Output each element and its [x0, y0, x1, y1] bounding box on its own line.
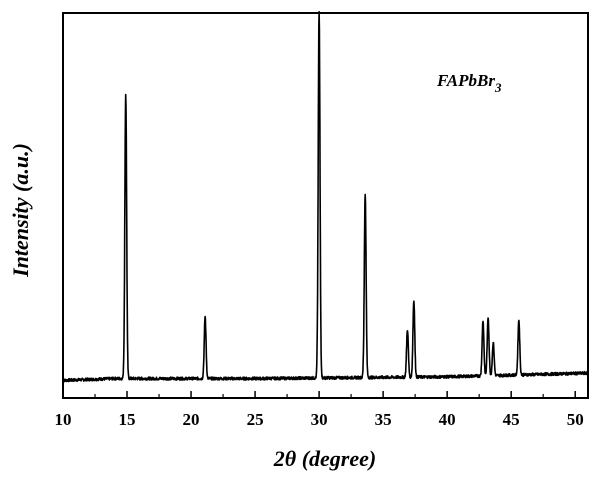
x-tick-label-20: 20 [183, 410, 200, 429]
annotation-label: FAPbBr3 [436, 71, 502, 95]
x-tick-label-50: 50 [567, 410, 584, 429]
x-tick-label-35: 35 [375, 410, 392, 429]
x-tick-labels: 10 15 20 25 30 35 40 45 50 [55, 410, 584, 429]
annotation-text: FAPbBr [436, 71, 495, 90]
x-tick-label-10: 10 [55, 410, 72, 429]
x-axis-title: 2θ (degree) [273, 446, 376, 471]
x-ticks [62, 391, 576, 398]
x-tick-label-45: 45 [503, 410, 520, 429]
x-tick-label-25: 25 [247, 410, 264, 429]
x-tick-label-30: 30 [311, 410, 328, 429]
annotation-subscript: 3 [494, 80, 502, 95]
x-tick-label-15: 15 [119, 410, 136, 429]
x-tick-label-40: 40 [439, 410, 456, 429]
series-line [62, 10, 589, 383]
plot-frame [62, 12, 589, 399]
y-axis-title: Intensity (a.u.) [8, 143, 33, 278]
